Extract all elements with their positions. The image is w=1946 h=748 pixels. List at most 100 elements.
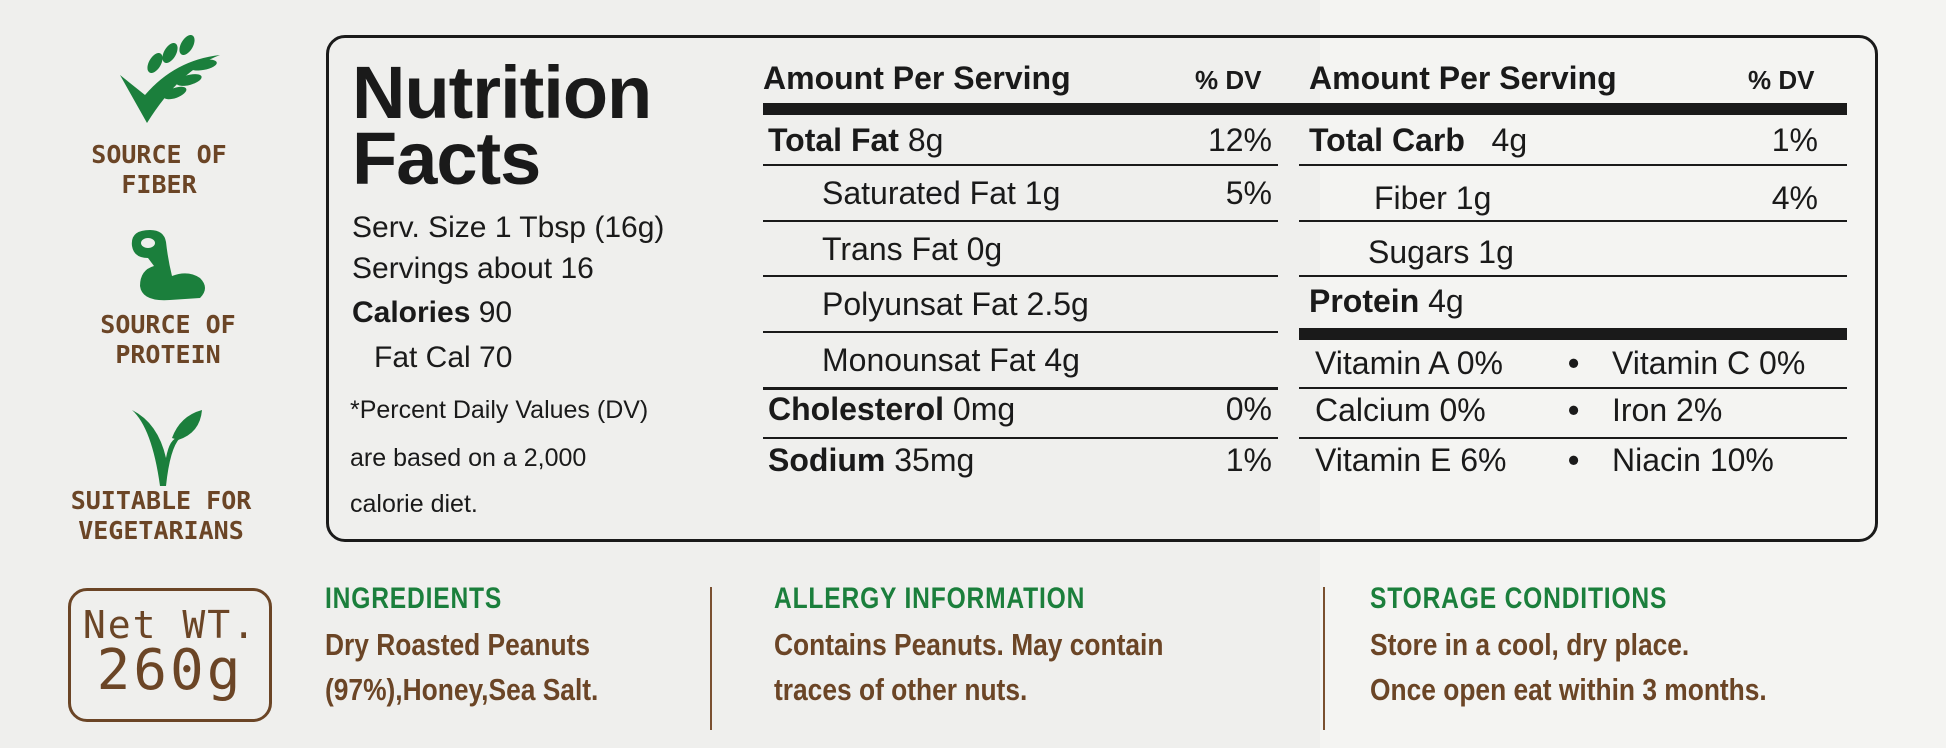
nutrient-name: Protein: [1309, 283, 1420, 319]
badge-text: SOURCE OF: [91, 140, 227, 169]
nutrient-name: Monounsat Fat: [822, 342, 1036, 378]
nutrient-dv: 12%: [1207, 122, 1272, 158]
section-divider: [1323, 587, 1325, 730]
nutrient-name: Sugars: [1368, 234, 1470, 270]
row-divider: [1299, 387, 1847, 389]
nutrient-name: Total Fat: [768, 122, 899, 158]
calories-value: 90: [478, 296, 513, 329]
nutrient-row: Trans Fat 0g: [822, 231, 1002, 268]
nutrient-row: Sugars 1g: [1368, 234, 1514, 271]
header-rule: [763, 103, 1847, 115]
nutrient-row: Total Fat 8g: [768, 122, 943, 159]
nutrient-amount: 0g: [966, 231, 1003, 267]
row-divider: [1299, 220, 1847, 222]
nutrient-amount: 8g: [907, 122, 944, 158]
nutrient-amount: 1g: [1024, 175, 1061, 211]
badge-text: SOURCE OF: [100, 310, 236, 339]
footnote-line: *Percent Daily Values (DV): [350, 396, 649, 424]
row-divider: [1299, 164, 1847, 166]
title-line: Facts: [352, 117, 541, 200]
serving-size: Serv. Size 1 Tbsp (16g): [352, 211, 665, 244]
badge-text: SUITABLE FOR: [70, 486, 252, 515]
vitamin-item: Vitamin E 6%: [1315, 442, 1507, 478]
badge-vegetarian: SUITABLE FOR VEGETARIANS: [71, 486, 252, 546]
nutrient-amount: 4g: [1428, 283, 1464, 319]
row-divider: [763, 275, 1278, 277]
nutrient-row: Monounsat Fat 4g: [822, 342, 1080, 379]
nutrient-amount: 4g: [1491, 122, 1528, 158]
row-divider: [1299, 275, 1847, 277]
nutrient-row: Fiber 1g: [1374, 180, 1491, 217]
title-line: Nutrition: [352, 51, 652, 134]
section-text: Store in a cool, dry place.: [1370, 627, 1690, 662]
nutrient-name: Total Carb: [1309, 122, 1465, 158]
row-divider: [763, 437, 1278, 439]
section-text: Once open eat within 3 months.: [1370, 672, 1767, 707]
badge-text: VEGETARIANS: [78, 516, 244, 545]
section-text: Contains Peanuts. May contain: [774, 627, 1164, 662]
wheat-check-icon: [120, 35, 220, 123]
vitamin-item: Vitamin A 0%: [1315, 345, 1503, 381]
nutrient-row: Cholesterol 0mg: [768, 391, 1015, 428]
nutrient-amount: 1g: [1478, 234, 1514, 270]
background-panel: [1320, 0, 1946, 748]
nutrient-row: Total Carb 4g: [1309, 122, 1527, 159]
nutrient-amount: 4g: [1044, 342, 1080, 378]
badge-protein: SOURCE OF PROTEIN: [100, 310, 235, 370]
calories: Calories 90: [352, 298, 512, 328]
nutrient-amount: 0mg: [952, 391, 1016, 427]
header-amount-right: Amount Per Serving: [1309, 60, 1617, 96]
bullet-separator: •: [1568, 392, 1580, 428]
vegetarian-leaf-icon: [132, 410, 202, 486]
nutrient-row: Polyunsat Fat 2.5g: [822, 286, 1089, 323]
header-dv-left: % DV: [1195, 65, 1262, 95]
vitamin-item: Iron 2%: [1612, 392, 1723, 428]
row-divider: [763, 387, 1278, 390]
row-divider: [763, 220, 1278, 222]
nutrient-name: Fiber: [1374, 180, 1447, 216]
nutrient-dv: 4%: [1771, 180, 1818, 216]
footnote-line: calorie diet.: [350, 490, 478, 518]
vitamin-item: Niacin 10%: [1612, 442, 1774, 478]
nutrient-name: Polyunsat Fat: [822, 286, 1018, 322]
net-weight-box: Net WT. 260g: [68, 588, 272, 722]
nutrient-amount: 2.5g: [1026, 286, 1089, 322]
badge-text: PROTEIN: [115, 340, 221, 369]
section-title: STORAGE CONDITIONS: [1370, 582, 1668, 615]
servings-per-container: Servings about 16: [352, 252, 594, 285]
nutrition-facts-title: Nutrition Facts: [352, 51, 652, 200]
calories-label: Calories: [352, 296, 471, 329]
vitamin-item: Calcium 0%: [1315, 392, 1486, 428]
net-weight-value: 260g: [96, 638, 244, 703]
nutrient-name: Saturated Fat: [822, 175, 1016, 211]
fat-calories: Fat Cal 70: [374, 341, 513, 374]
header-amount-left: Amount Per Serving: [763, 60, 1071, 96]
section-text: traces of other nuts.: [774, 672, 1028, 707]
nutrition-facts-panel: [326, 35, 1878, 542]
bullet-separator: •: [1568, 345, 1580, 381]
badge-text: FIBER: [121, 170, 197, 199]
nutrient-dv: 0%: [1225, 391, 1272, 427]
net-weight-label: Net WT.: [82, 603, 258, 647]
flexed-arm-icon: [131, 230, 205, 301]
nutrient-amount: 35mg: [894, 442, 975, 478]
nutrient-amount: 1g: [1455, 180, 1492, 216]
nutrient-row: Protein 4g: [1309, 283, 1464, 320]
nutrient-name: Cholesterol: [768, 391, 945, 427]
section-text: Dry Roasted Peanuts: [325, 627, 591, 662]
row-divider: [763, 331, 1278, 333]
nutrient-name: Trans Fat: [822, 231, 958, 267]
header-dv-right: % DV: [1748, 65, 1815, 95]
bullet-separator: •: [1568, 442, 1580, 478]
section-title: INGREDIENTS: [325, 582, 503, 615]
nutrient-dv: 1%: [1225, 442, 1272, 478]
section-title: ALLERGY INFORMATION: [774, 582, 1086, 615]
footnote-line: are based on a 2,000: [350, 444, 587, 472]
vitamin-item: Vitamin C 0%: [1612, 345, 1806, 381]
protein-rule: [1299, 328, 1847, 340]
section-divider: [710, 587, 712, 730]
nutrient-row: Sodium 35mg: [768, 442, 974, 479]
badge-fiber: SOURCE OF FIBER: [91, 140, 226, 200]
section-text: (97%),Honey,Sea Salt.: [325, 672, 599, 707]
row-divider: [1299, 437, 1847, 439]
